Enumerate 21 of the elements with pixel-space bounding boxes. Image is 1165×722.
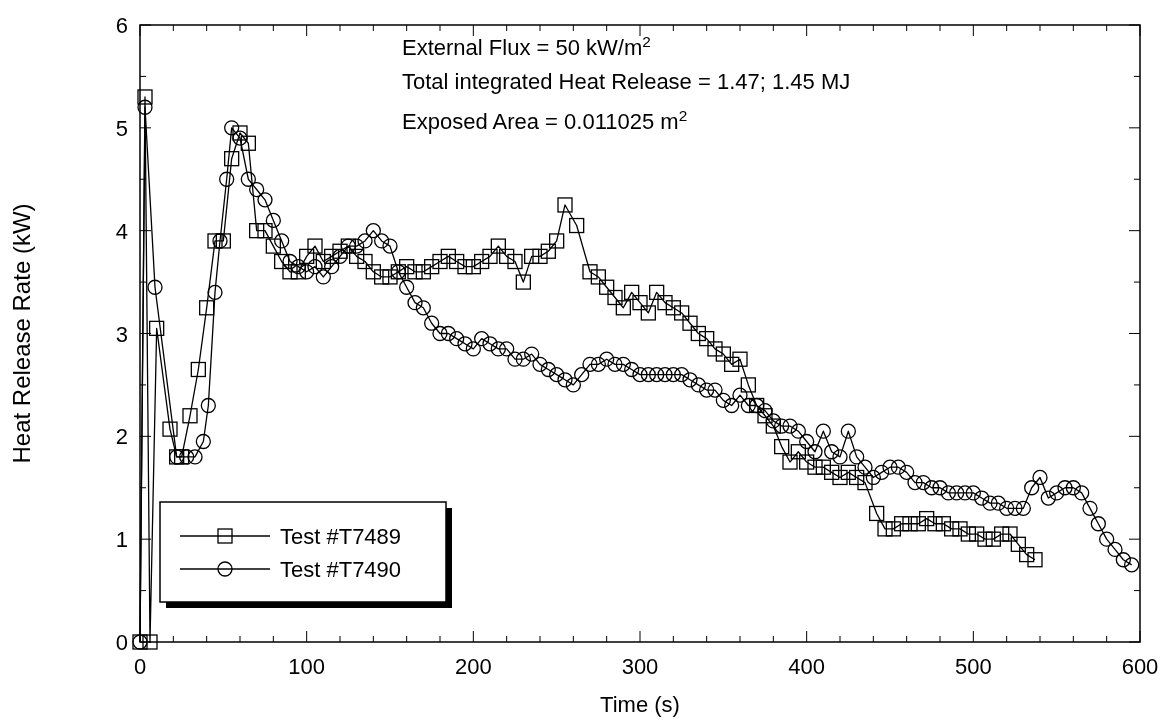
x-tick-label: 0 bbox=[133, 654, 147, 679]
x-tick-label: 300 bbox=[621, 654, 659, 679]
x-axis-title: Time (s) bbox=[600, 692, 680, 717]
x-tick-label: 200 bbox=[454, 654, 492, 679]
legend-label: Test #T7489 bbox=[280, 524, 402, 549]
y-tick-label: 6 bbox=[115, 13, 128, 38]
y-axis-title: Heat Release Rate (kW) bbox=[8, 203, 35, 464]
x-tick-label: 100 bbox=[288, 654, 326, 679]
annotation: External Flux = 50 kW/m$^{2}$ bbox=[402, 32, 651, 60]
x-tick-label: 400 bbox=[788, 654, 826, 679]
x-tick-label: 500 bbox=[954, 654, 992, 679]
annotation: Total integrated Heat Release = 1.47; 1.45 MJ bbox=[402, 69, 851, 94]
y-tick-label: 0 bbox=[115, 630, 128, 655]
y-tick-label: 2 bbox=[115, 424, 128, 450]
y-tick-label: 4 bbox=[115, 218, 128, 244]
y-tick-label: 5 bbox=[115, 115, 128, 141]
x-tick-label: 600 bbox=[1121, 654, 1159, 679]
y-tick-label: 1 bbox=[115, 527, 128, 553]
legend-label: Test #T7490 bbox=[280, 557, 402, 582]
y-tick-label: 3 bbox=[115, 321, 128, 347]
annotation: Exposed Area = 0.011025 m$^{2}$ bbox=[402, 106, 688, 134]
